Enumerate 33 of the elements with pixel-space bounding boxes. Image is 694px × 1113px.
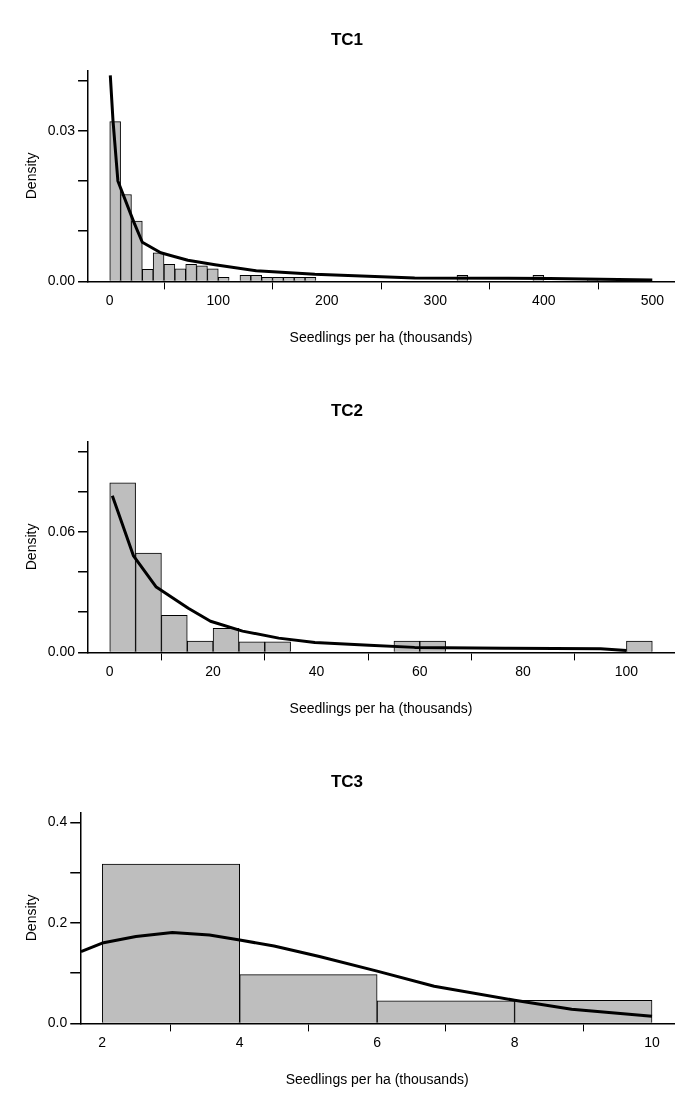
x-tick-label: 6 [373,1033,382,1050]
x-tick-label: 2 [98,1033,107,1050]
x-tick-label: 0 [105,291,114,308]
x-tick-label: 400 [532,291,556,308]
x-tick-label: 300 [423,291,448,308]
x-tick-label: 40 [308,662,325,679]
x-tick-label: 200 [315,291,339,308]
x-tick-label: 500 [640,291,665,308]
y-tick-label: 0.4 [47,813,68,830]
x-tick-label: 0 [105,662,114,679]
x-tick-label: 60 [411,662,428,679]
chart-title: TC1 [330,29,364,49]
y-tick-label: 0.06 [47,522,76,539]
x-tick-label: 20 [205,662,222,679]
y-tick-label: 0.0 [47,1014,68,1031]
y-axis-title: Density [23,523,40,571]
chart-title: TC2 [330,400,364,420]
y-tick-label: 0.03 [47,121,76,138]
x-tick-label: 4 [235,1033,244,1050]
chart-title: TC3 [330,771,364,791]
y-tick-label: 0.00 [47,272,76,289]
x-axis-title: Seedlings per ha (thousands) [289,700,473,717]
x-tick-label: 100 [614,662,639,679]
x-tick-label: 8 [510,1033,519,1050]
x-tick-label: 80 [515,662,532,679]
x-tick-label: 100 [206,291,231,308]
y-axis-title: Density [23,152,40,200]
x-tick-label: 10 [644,1033,661,1050]
y-axis-title: Density [23,894,40,942]
x-axis-title: Seedlings per ha (thousands) [289,329,473,346]
y-tick-label: 0.00 [47,643,76,660]
y-tick-label: 0.2 [47,913,68,930]
x-axis-title: Seedlings per ha (thousands) [285,1071,469,1088]
